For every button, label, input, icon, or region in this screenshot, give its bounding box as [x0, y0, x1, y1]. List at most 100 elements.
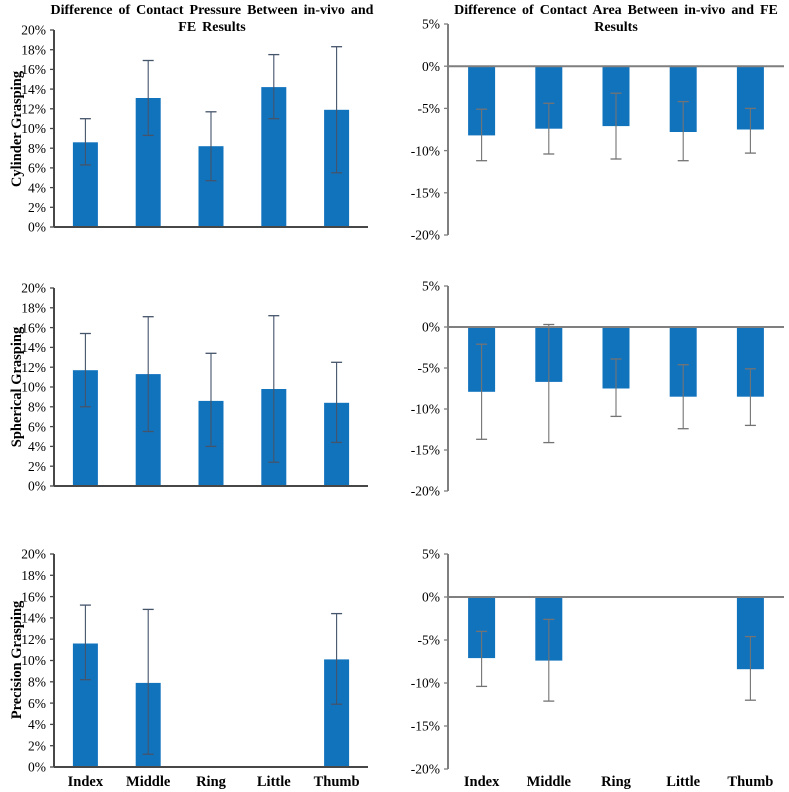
y-tick-label: 18% [21, 42, 46, 57]
error-bar-middle [543, 323, 555, 444]
x-category-label-thumb: Thumb [314, 774, 360, 790]
error-bar-index [476, 630, 488, 688]
error-bar-ring [610, 358, 622, 418]
y-tick-label: -15% [411, 443, 440, 458]
error-bar-thumb [331, 612, 343, 705]
error-bar-ring [610, 92, 622, 160]
x-category-label-little: Little [257, 774, 291, 790]
error-bar-index [79, 332, 91, 408]
chart-title-contact-area: Difference of Contact Area Between in-vi… [454, 2, 778, 36]
y-tick-label: 4% [28, 717, 46, 732]
y-tick-label: 10% [21, 653, 46, 668]
title-line-2: Results [594, 20, 638, 35]
title-line-1: Difference of Contact Pressure Between i… [50, 3, 374, 18]
y-tick-label: 2% [28, 459, 46, 474]
x-category-label-ring: Ring [601, 774, 632, 790]
y-tick-label: 18% [21, 301, 46, 316]
error-bar-little [677, 100, 689, 162]
y-tick-label: 0% [28, 479, 46, 494]
y-tick-label: 18% [21, 568, 46, 583]
y-tick-label: -5% [418, 361, 441, 376]
error-bar-middle [142, 316, 154, 433]
y-tick-label: -20% [411, 762, 440, 777]
chart-area-precision-grasping: 5% 0% -5% -10% -15% -20% Index Middle Ring Little… [411, 547, 784, 790]
error-bar-index [79, 118, 91, 166]
y-tick-label: 14% [21, 340, 46, 355]
error-bar-little [677, 364, 689, 430]
y-tick-label: 16% [21, 62, 46, 77]
x-category-label-index: Index [464, 774, 500, 790]
x-category-label-little: Little [666, 774, 700, 790]
y-tick-label: 14% [21, 611, 46, 626]
y-tick-label: 0% [422, 320, 440, 335]
y-tick-label: 5% [422, 547, 440, 562]
row-label-cylinder-grasping: Cylinder Grasping [9, 70, 25, 188]
error-bar-middle [142, 59, 154, 137]
y-tick-label: 12% [21, 632, 46, 647]
row-label-spherical-grasping: Spherical Grasping [9, 326, 25, 448]
y-tick-label: 20% [21, 547, 46, 562]
y-tick-label: -10% [411, 676, 440, 691]
y-tick-label: -15% [411, 719, 440, 734]
error-bar-index [79, 604, 91, 681]
y-tick-label: -5% [418, 633, 441, 648]
y-tick-label: 20% [21, 23, 46, 38]
y-tick-label: 2% [28, 200, 46, 215]
chart-pressure-spherical-grasping: 20% 18% 16% 14% 12% 10% 8% 6% 4% 2% 0% [21, 281, 368, 494]
error-bar-thumb [744, 368, 756, 427]
error-bar-thumb [744, 107, 756, 154]
error-bar-thumb [331, 361, 343, 444]
y-tick-label: -10% [411, 143, 440, 158]
y-tick-label: -5% [418, 101, 441, 116]
y-tick-label: -15% [411, 186, 440, 201]
y-tick-label: 16% [21, 589, 46, 604]
error-bar-index [476, 108, 488, 162]
y-tick-label: 6% [28, 161, 46, 176]
title-line-1: Difference of Contact Area Between in-vi… [454, 3, 778, 18]
error-bar-middle [142, 608, 154, 755]
y-tick-label: 0% [28, 760, 46, 775]
y-tick-label: 5% [422, 279, 440, 294]
chart-title-contact-pressure: Difference of Contact Pressure Between i… [51, 2, 374, 36]
y-tick-label: 12% [21, 102, 46, 117]
y-tick-label: 14% [21, 82, 46, 97]
title-line-2: FE Results [178, 20, 246, 35]
error-bar-ring [205, 111, 217, 182]
y-tick-label: 4% [28, 180, 46, 195]
error-bar-middle [543, 618, 555, 702]
x-category-label-middle: Middle [126, 774, 171, 790]
x-category-label-thumb: Thumb [727, 774, 773, 790]
y-tick-label: 8% [28, 400, 46, 415]
y-tick-label: 2% [28, 738, 46, 753]
y-tick-label: 0% [422, 59, 440, 74]
y-tick-label: 10% [21, 121, 46, 136]
error-bar-ring [205, 352, 217, 448]
chart-area-spherical-grasping: 5% 0% -5% -10% -15% -20% [411, 279, 784, 499]
error-bar-middle [543, 102, 555, 155]
y-tick-label: 20% [21, 281, 46, 296]
chart-pressure-cylinder-grasping: 20% 18% 16% 14% 12% 10% 8% 6% 4% 2% 0% [21, 23, 368, 235]
y-tick-label: -20% [411, 228, 440, 243]
error-bar-index [476, 343, 488, 440]
y-tick-label: 0% [28, 220, 46, 235]
y-tick-label: 6% [28, 696, 46, 711]
y-tick-label: 8% [28, 141, 46, 156]
x-category-label-middle: Middle [527, 774, 572, 790]
error-bar-thumb [331, 46, 343, 174]
y-tick-label: 5% [422, 17, 440, 32]
x-category-label-ring: Ring [196, 774, 227, 790]
chart-area-cylinder-grasping: 5% 0% -5% -10% -15% -20% [411, 17, 784, 243]
y-tick-label: 8% [28, 675, 46, 690]
y-tick-label: 10% [21, 380, 46, 395]
y-tick-label: 6% [28, 419, 46, 434]
y-tick-label: 12% [21, 360, 46, 375]
x-category-label-index: Index [68, 774, 104, 790]
y-tick-label: 0% [422, 590, 440, 605]
chart-pressure-precision-grasping: 20% 18% 16% 14% 12% 10% 8% 6% 4% 2% 0% Index Middle R… [21, 547, 368, 790]
y-tick-label: 16% [21, 320, 46, 335]
error-bar-little [268, 53, 280, 120]
row-label-precision-grasping: Precision Grasping [9, 600, 25, 720]
error-bar-thumb [744, 635, 756, 701]
